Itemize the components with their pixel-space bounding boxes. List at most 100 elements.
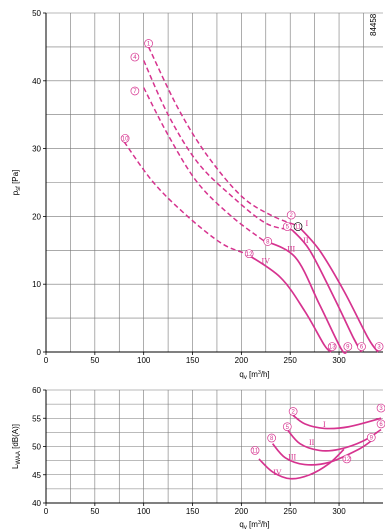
point-marker: 1 <box>144 39 153 48</box>
x-tick-label: 50 <box>90 356 99 365</box>
x-axis-label: qv [m3/h] <box>239 520 269 531</box>
curve-I <box>297 225 379 353</box>
x-tick-label: 150 <box>186 356 200 365</box>
y-tick-label: 60 <box>32 386 41 395</box>
curves <box>123 46 379 354</box>
pressure-chart: 0 50 100 150 200 250 300 0 10 20 30 40 50 qv [m3/h] ps… <box>11 9 384 381</box>
curve-III-extrapolated <box>143 87 264 241</box>
point-marker: 4 <box>130 52 140 62</box>
x-tick-label: 300 <box>332 356 346 365</box>
y-tick-label: 0 <box>37 348 42 357</box>
point-marker-circle <box>376 403 385 413</box>
point-marker-number: 5 <box>286 425 290 431</box>
x-tick-label: 0 <box>44 507 49 516</box>
point-marker: 9 <box>343 342 353 351</box>
x-tick-label: 0 <box>44 356 49 365</box>
point-marker-number: 9 <box>346 345 350 351</box>
point-marker: 6 <box>357 342 366 351</box>
point-marker-number: 2 <box>291 410 295 416</box>
y-axis-label: psf [Pa] <box>11 170 22 196</box>
point-marker-number: 2 <box>290 213 294 219</box>
sound-power-chart: 0 50 100 150 200 250 300 40 45 50 55 60 qv [m3/h] LWA… <box>11 386 385 531</box>
curve-I-extrapolated <box>147 46 299 227</box>
x-tick-label: 50 <box>90 507 99 516</box>
x-tick-label: 100 <box>137 507 151 516</box>
point-marker: 8 <box>267 433 276 443</box>
point-marker-number: 3 <box>379 406 383 412</box>
curve-label: III <box>287 244 295 253</box>
point-marker-circle <box>144 39 153 48</box>
point-marker: 7 <box>130 86 140 96</box>
point-marker-number: 8 <box>266 240 270 246</box>
curve-II-extrapolated <box>142 60 293 231</box>
point-marker-circle <box>282 222 292 231</box>
y-tick-label: 10 <box>32 280 41 289</box>
grid <box>45 12 383 353</box>
point-marker-number: 6 <box>379 422 383 428</box>
point-marker-number: 11 <box>295 225 302 231</box>
curve-IV <box>258 448 345 480</box>
point-marker-circle <box>244 249 254 259</box>
curve-II <box>291 229 363 353</box>
point-marker-circle <box>293 222 303 231</box>
curve-label: IV <box>262 256 271 265</box>
x-axis-label: qv [m3/h] <box>239 370 269 381</box>
point-marker: 2 <box>288 407 298 416</box>
y-axis-label: LWAA [dB(A)] <box>11 424 22 469</box>
x-tick-label: 200 <box>235 507 249 516</box>
x-tick-label: 150 <box>186 507 200 516</box>
point-marker-number: 1 <box>147 42 151 48</box>
point-marker-number: 10 <box>122 137 129 143</box>
point-marker-number: 8 <box>270 436 274 442</box>
point-marker-circle <box>343 342 353 351</box>
curve-label: III <box>288 453 296 462</box>
point-marker-number: 4 <box>133 55 137 61</box>
point-marker: 2 <box>286 210 296 220</box>
point-marker: 10 <box>120 134 130 143</box>
point-marker: 9 <box>366 433 376 442</box>
curve-label: II <box>303 236 309 245</box>
point-marker-circle <box>263 237 273 246</box>
point-marker: 5 <box>282 422 292 432</box>
figure-id: 84458 <box>369 13 378 36</box>
y-tick-label: 50 <box>32 9 41 18</box>
point-marker: 12 <box>342 454 352 464</box>
curve-label: I <box>323 420 326 429</box>
point-marker-number: 5 <box>286 225 290 231</box>
y-tick-label: 50 <box>32 443 41 452</box>
point-marker-circle <box>288 407 298 416</box>
point-marker: 8 <box>263 237 273 246</box>
x-tick-label: 250 <box>284 507 298 516</box>
point-marker-number: 3 <box>377 345 381 351</box>
point-marker-circle <box>267 433 276 443</box>
x-tick-label: 300 <box>332 507 346 516</box>
point-marker-number: 6 <box>360 345 364 351</box>
x-tick-label: 250 <box>284 356 298 365</box>
curve-label: II <box>309 438 315 447</box>
curve-IV <box>245 252 332 353</box>
point-marker-circle <box>342 454 352 464</box>
point-marker-circle <box>357 342 366 351</box>
point-marker-number: 7 <box>133 89 137 95</box>
curves <box>258 414 382 480</box>
y-tick-label: 55 <box>32 414 41 423</box>
point-marker-circle <box>130 86 140 96</box>
y-tick-label: 40 <box>32 499 41 508</box>
y-tick-label: 20 <box>32 212 41 221</box>
point-marker: 3 <box>376 403 385 413</box>
point-marker-number: 12 <box>246 252 253 258</box>
point-marker-circle <box>250 446 260 455</box>
point-marker-number: 11 <box>252 449 259 455</box>
curve-I <box>292 414 382 430</box>
point-marker: 11 <box>293 222 303 231</box>
point-marker-circle <box>374 342 384 351</box>
point-marker: 11 <box>250 446 260 455</box>
point-marker-circle <box>366 433 376 442</box>
y-tick-label: 45 <box>32 471 41 480</box>
point-marker-circle <box>286 210 296 220</box>
grid <box>45 389 383 504</box>
point-marker-circle <box>282 422 292 432</box>
curve-IV-extrapolated <box>123 141 247 255</box>
point-marker: 3 <box>374 342 384 351</box>
